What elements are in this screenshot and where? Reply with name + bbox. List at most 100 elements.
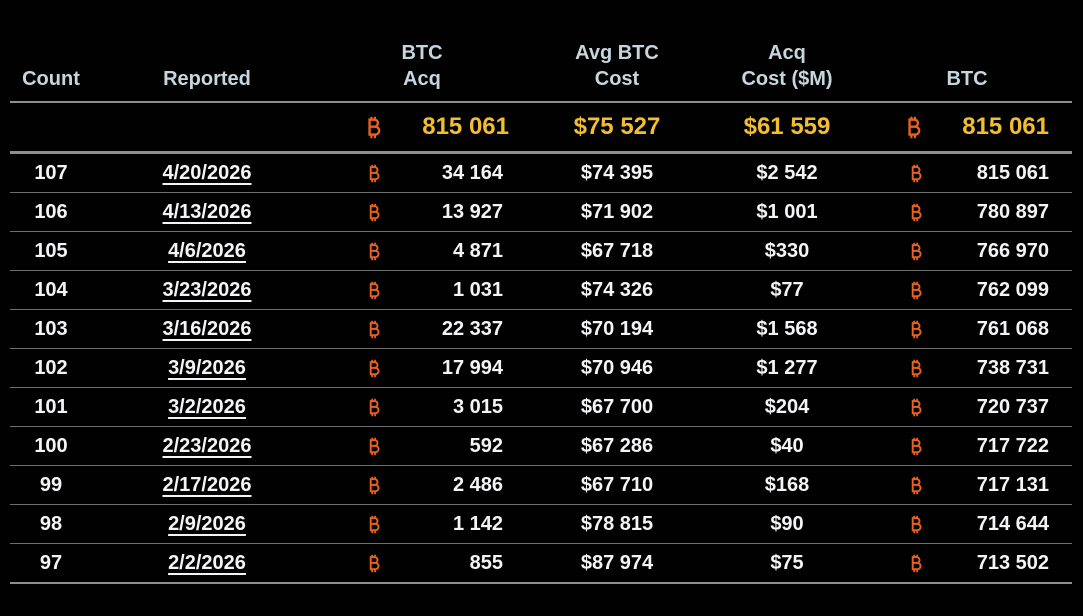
bitcoin-icon [367, 398, 380, 417]
bitcoin-icon [367, 242, 380, 261]
table-row: 102 3/9/2026 17 994 $70 946 $1 277 738 7… [10, 348, 1072, 388]
bitcoin-icon [365, 116, 381, 139]
btc-total-value: 713 502 [976, 551, 1049, 574]
reported-cell: 3/23/2026 [92, 270, 322, 310]
totals-btc-acq-cell: 815 061 [322, 102, 522, 154]
btc-total-value: 717 131 [976, 473, 1049, 496]
reported-cell: 3/9/2026 [92, 348, 322, 388]
column-header-count: Count [10, 40, 92, 103]
reported-cell: 4/6/2026 [92, 231, 322, 271]
btc-acq-cell: 1 142 [322, 504, 522, 544]
acq-cost-value: $168 [712, 465, 862, 505]
count-value: 105 [10, 231, 92, 271]
btc-acq-value: 17 994 [441, 356, 503, 379]
totals-btc-value: 815 061 [962, 113, 1049, 140]
table-row: 98 2/9/2026 1 142 $78 815 $90 714 644 [10, 504, 1072, 544]
btc-total-cell: 714 644 [862, 504, 1072, 544]
reported-date-link[interactable]: 3/2/2026 [168, 395, 246, 418]
btc-total-cell: 717 722 [862, 426, 1072, 466]
bitcoin-icon [909, 242, 922, 261]
avg-btc-cost-value: $67 710 [522, 465, 712, 505]
btc-acq-cell: 855 [322, 543, 522, 584]
reported-cell: 4/13/2026 [92, 192, 322, 232]
reported-date-link[interactable]: 2/23/2026 [162, 434, 252, 457]
reported-date-link[interactable]: 3/9/2026 [168, 356, 246, 379]
column-header-acq-cost: Acq Cost ($M) [712, 40, 862, 103]
reported-date-link[interactable]: 3/16/2026 [162, 317, 252, 340]
column-header-btc: BTC [862, 40, 1072, 103]
acq-cost-value: $330 [712, 231, 862, 271]
acq-cost-value: $40 [712, 426, 862, 466]
btc-acq-value: 13 927 [441, 200, 503, 223]
btc-acq-value: 1 142 [452, 512, 503, 535]
reported-date-link[interactable]: 2/9/2026 [168, 512, 246, 535]
bitcoin-icon [367, 476, 380, 495]
table-row: 105 4/6/2026 4 871 $67 718 $330 766 970 [10, 231, 1072, 271]
acq-cost-value: $77 [712, 270, 862, 310]
bitcoin-icon [367, 281, 380, 300]
reported-date-link[interactable]: 2/17/2026 [162, 473, 252, 496]
btc-total-value: 766 970 [976, 239, 1049, 262]
btc-acq-cell: 34 164 [322, 152, 522, 193]
bitcoin-icon [909, 203, 922, 222]
btc-total-cell: 720 737 [862, 387, 1072, 427]
reported-cell: 3/16/2026 [92, 309, 322, 349]
count-value: 98 [10, 504, 92, 544]
column-header-btc-acq: BTC Acq [322, 40, 522, 103]
totals-count-cell [10, 102, 92, 154]
btc-total-cell: 738 731 [862, 348, 1072, 388]
avg-btc-cost-value: $74 326 [522, 270, 712, 310]
reported-date-link[interactable]: 4/13/2026 [162, 200, 252, 223]
column-header-reported: Reported [92, 40, 322, 103]
btc-total-value: 738 731 [976, 356, 1049, 379]
table-row: 97 2/2/2026 855 $87 974 $75 713 502 [10, 543, 1072, 584]
btc-total-cell: 713 502 [862, 543, 1072, 584]
btc-acq-cell: 13 927 [322, 192, 522, 232]
bitcoin-icon [909, 437, 922, 456]
reported-cell: 2/23/2026 [92, 426, 322, 466]
btc-acq-value: 2 486 [452, 473, 503, 496]
bitcoin-icon [367, 554, 380, 573]
btc-acq-cell: 4 871 [322, 231, 522, 271]
btc-acq-cell: 1 031 [322, 270, 522, 310]
btc-acq-value: 855 [469, 551, 503, 574]
btc-acq-cell: 22 337 [322, 309, 522, 349]
count-value: 99 [10, 465, 92, 505]
btc-acq-value: 4 871 [452, 239, 503, 262]
header-row: Count Reported BTC Acq Avg BTC Cost Acq … [10, 40, 1072, 103]
reported-date-link[interactable]: 2/2/2026 [168, 551, 246, 574]
reported-date-link[interactable]: 3/23/2026 [162, 278, 252, 301]
btc-total-cell: 717 131 [862, 465, 1072, 505]
btc-total-cell: 815 061 [862, 152, 1072, 193]
btc-total-cell: 766 970 [862, 231, 1072, 271]
bitcoin-icon [909, 554, 922, 573]
reported-cell: 2/9/2026 [92, 504, 322, 544]
totals-btc-acq-value: 815 061 [422, 113, 509, 140]
btc-acq-value: 22 337 [441, 317, 503, 340]
btc-acq-value: 1 031 [452, 278, 503, 301]
btc-total-value: 761 068 [976, 317, 1049, 340]
reported-date-link[interactable]: 4/6/2026 [168, 239, 246, 262]
bitcoin-icon [909, 398, 922, 417]
btc-total-cell: 762 099 [862, 270, 1072, 310]
btc-acq-cell: 592 [322, 426, 522, 466]
avg-btc-cost-value: $78 815 [522, 504, 712, 544]
avg-btc-cost-value: $87 974 [522, 543, 712, 584]
btc-total-value: 717 722 [976, 434, 1049, 457]
btc-total-value: 714 644 [976, 512, 1049, 535]
reported-date-link[interactable]: 4/20/2026 [162, 161, 252, 184]
btc-acq-cell: 2 486 [322, 465, 522, 505]
btc-acq-value: 3 015 [452, 395, 503, 418]
count-value: 106 [10, 192, 92, 232]
avg-btc-cost-value: $71 902 [522, 192, 712, 232]
btc-total-value: 720 737 [976, 395, 1049, 418]
table-row: 99 2/17/2026 2 486 $67 710 $168 717 131 [10, 465, 1072, 505]
acq-cost-value: $1 001 [712, 192, 862, 232]
count-value: 104 [10, 270, 92, 310]
reported-cell: 2/17/2026 [92, 465, 322, 505]
acq-cost-value: $1 568 [712, 309, 862, 349]
bitcoin-icon [909, 359, 922, 378]
avg-btc-cost-value: $67 718 [522, 231, 712, 271]
reported-cell: 4/20/2026 [92, 152, 322, 193]
btc-acq-value: 592 [469, 434, 503, 457]
